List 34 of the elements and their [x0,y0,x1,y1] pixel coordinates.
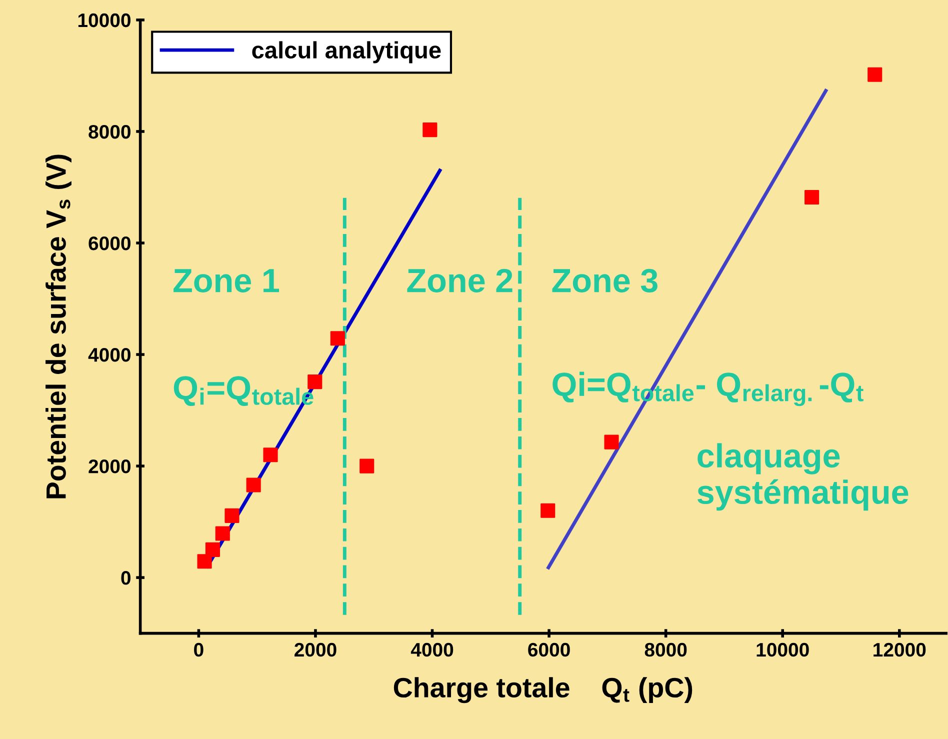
point [422,122,438,138]
y-tick-label: 2000 [88,460,130,474]
x-tick-label: 10000 [756,642,809,657]
y-axis-title: Potentiel de surface V$_{s}$ (V) [46,154,72,498]
point [263,448,278,462]
point [868,67,882,82]
point [246,478,261,492]
annotation: Zone 2 [407,268,512,292]
x-tick-label: 0 [194,642,204,657]
point [224,508,240,523]
point [308,374,322,390]
annotation: Zone 3 [552,268,658,292]
x-tick-label: 12000 [874,642,926,657]
point [360,458,374,474]
point [215,526,230,541]
point [804,190,820,205]
x-axis-title: Charge totale Q$_{t}$ (pC) [394,677,692,704]
point [197,554,212,569]
y-tick-label: 0 [121,571,130,585]
x-tick-label: 4000 [410,642,454,657]
y-tick-label: 8000 [88,124,130,139]
annotation: Zone 1 [174,269,280,292]
point [604,434,619,450]
point [205,542,220,557]
annotation: claquage systématique [697,443,908,511]
x-tick-label: 6000 [528,642,570,657]
point [540,503,556,518]
x-tick-label: 8000 [644,642,687,657]
x-tick-label: 2000 [294,642,336,657]
y-tick-label: 10000 [78,13,130,28]
legend-label: calcul analytique [252,41,441,64]
point [330,331,345,346]
y-tick-label: 4000 [88,348,130,362]
y-tick-label: 6000 [88,236,130,250]
